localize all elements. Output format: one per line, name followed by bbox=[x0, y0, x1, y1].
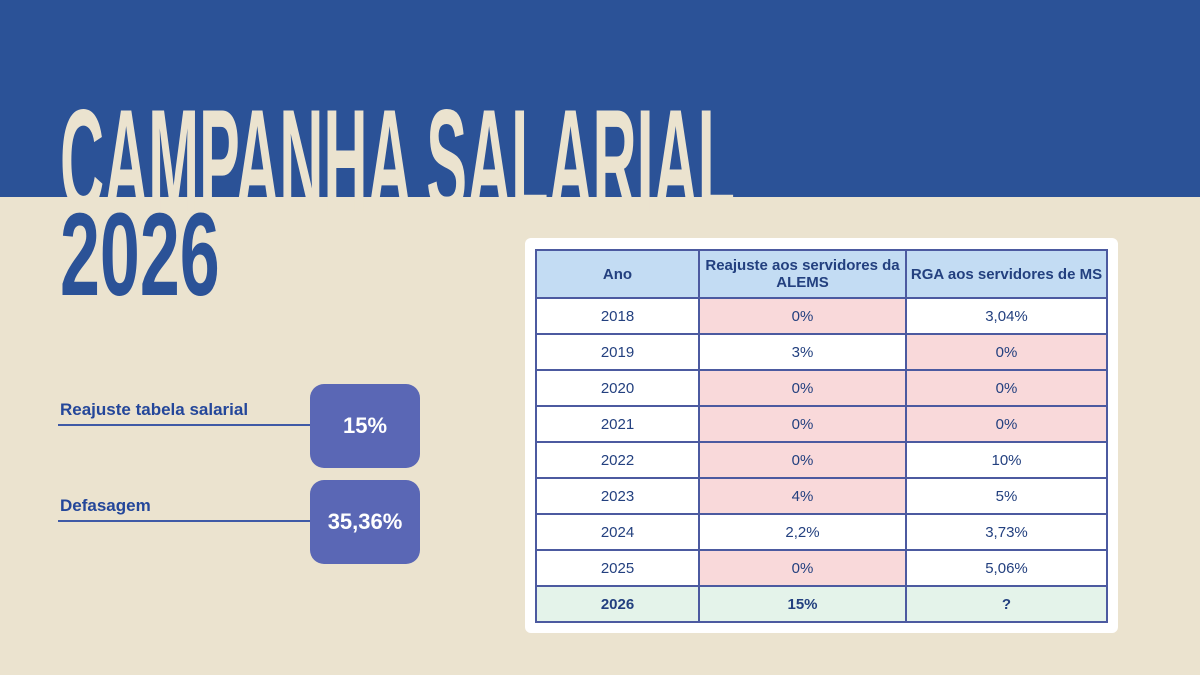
column-header-ms: RGA aos servidores de MS bbox=[905, 249, 1108, 299]
table-row: 2020 0% 0% bbox=[535, 369, 1108, 407]
cell-alems: 3% bbox=[698, 333, 907, 371]
salary-table: Ano Reajuste aos servidores da ALEMS RGA… bbox=[535, 249, 1108, 623]
cell-ano: 2019 bbox=[535, 333, 700, 371]
table-row: 2024 2,2% 3,73% bbox=[535, 513, 1108, 551]
cell-ano: 2022 bbox=[535, 441, 700, 479]
cell-alems: 0% bbox=[698, 549, 907, 587]
table-row: 2023 4% 5% bbox=[535, 477, 1108, 515]
cell-ano: 2025 bbox=[535, 549, 700, 587]
cell-ano: 2026 bbox=[535, 585, 700, 623]
cell-alems: 0% bbox=[698, 297, 907, 335]
table-row: 2022 0% 10% bbox=[535, 441, 1108, 479]
cell-ms: 10% bbox=[905, 441, 1108, 479]
stat-label-reajuste: Reajuste tabela salarial bbox=[60, 400, 249, 419]
cell-ano: 2021 bbox=[535, 405, 700, 443]
cell-alems: 0% bbox=[698, 369, 907, 407]
table-row: 2018 0% 3,04% bbox=[535, 297, 1108, 335]
cell-ano: 2024 bbox=[535, 513, 700, 551]
page-year: 2026 bbox=[60, 189, 220, 321]
cell-ano: 2023 bbox=[535, 477, 700, 515]
divider bbox=[58, 520, 313, 522]
stat-value-reajuste: 15% bbox=[310, 384, 420, 468]
cell-alems: 0% bbox=[698, 441, 907, 479]
cell-ms: 0% bbox=[905, 333, 1108, 371]
cell-ms: 3,73% bbox=[905, 513, 1108, 551]
column-header-ano: Ano bbox=[535, 249, 700, 299]
cell-ms: 5,06% bbox=[905, 549, 1108, 587]
table-row: 2025 0% 5,06% bbox=[535, 549, 1108, 587]
cell-alems: 2,2% bbox=[698, 513, 907, 551]
cell-ms: ? bbox=[905, 585, 1108, 623]
table-row: 2021 0% 0% bbox=[535, 405, 1108, 443]
cell-alems: 15% bbox=[698, 585, 907, 623]
cell-ms: 0% bbox=[905, 405, 1108, 443]
table-row: 2026 15%? bbox=[535, 585, 1108, 623]
cell-ms: 0% bbox=[905, 369, 1108, 407]
stat-value-defasagem: 35,36% bbox=[310, 480, 420, 564]
header-band bbox=[0, 0, 1200, 197]
cell-ms: 5% bbox=[905, 477, 1108, 515]
cell-ano: 2020 bbox=[535, 369, 700, 407]
cell-alems: 0% bbox=[698, 405, 907, 443]
cell-alems: 4% bbox=[698, 477, 907, 515]
cell-ms: 3,04% bbox=[905, 297, 1108, 335]
column-header-alems: Reajuste aos servidores da ALEMS bbox=[698, 249, 907, 299]
divider bbox=[58, 424, 313, 426]
stat-label-defasagem: Defasagem bbox=[60, 496, 151, 515]
cell-ano: 2018 bbox=[535, 297, 700, 335]
page-title: CAMPANHA SALARIAL bbox=[60, 79, 735, 242]
table-row: 2019 3% 0% bbox=[535, 333, 1108, 371]
